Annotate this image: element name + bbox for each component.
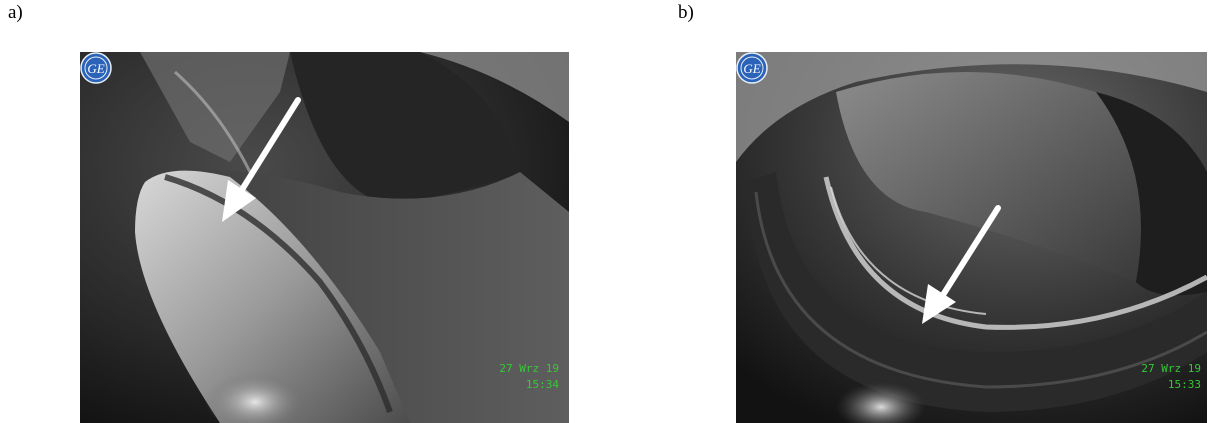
timestamp-overlay-a: 27 Wrz 19 15:34	[499, 361, 559, 393]
overlay-time: 15:33	[1167, 378, 1201, 391]
overlay-time: 15:34	[525, 378, 559, 391]
ge-logo-icon: GE	[736, 52, 768, 84]
arrow-head-icon	[222, 180, 256, 222]
borescope-scene-a	[80, 52, 569, 423]
borescope-scene-b	[736, 52, 1207, 423]
ge-logo-text: GE	[87, 61, 104, 76]
timestamp-overlay-b: 27 Wrz 19 15:33	[1141, 361, 1201, 393]
ge-logo-text: GE	[743, 61, 760, 76]
borescope-image-a: 27 Wrz 19 15:34 GE	[80, 52, 569, 423]
ge-logo-icon: GE	[80, 52, 112, 84]
indicator-arrow-a	[235, 97, 301, 199]
arrow-head-icon	[922, 284, 956, 324]
panel-label-b: b)	[678, 2, 694, 23]
borescope-image-b: 27 Wrz 19 15:33 GE	[736, 52, 1207, 423]
indicator-arrow-b	[933, 205, 1001, 309]
overlay-date: 27 Wrz 19	[1141, 362, 1201, 375]
panel-label-a: a)	[8, 2, 23, 23]
overlay-date: 27 Wrz 19	[499, 362, 559, 375]
